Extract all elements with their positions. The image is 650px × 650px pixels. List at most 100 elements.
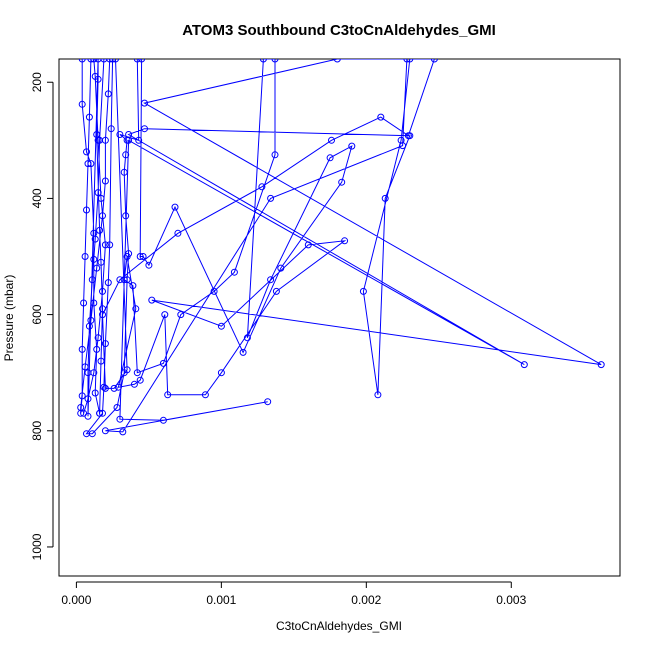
data-point	[101, 177, 109, 185]
data-point	[99, 409, 106, 417]
data-point	[116, 415, 124, 423]
data-point	[139, 253, 147, 260]
x-axis-label: C3toCnAldehydes_GMI	[276, 619, 402, 633]
data-point	[96, 136, 104, 144]
data-point	[93, 345, 101, 353]
data-point	[159, 416, 167, 424]
data-point	[99, 287, 106, 295]
data-point	[333, 59, 341, 63]
y-tick-label: 600	[30, 304, 44, 324]
data-point	[123, 366, 131, 374]
data-point	[81, 253, 89, 260]
data-point	[116, 131, 124, 138]
data-point	[97, 194, 105, 202]
data-point	[104, 279, 112, 287]
data-point	[243, 334, 251, 342]
data-point	[114, 383, 122, 391]
data-point	[91, 389, 99, 397]
data-point	[106, 59, 114, 63]
chart-title: ATOM3 Southbound C3toCnAldehydes_GMI	[182, 22, 496, 39]
data-point	[136, 253, 144, 260]
y-tick-label: 400	[30, 188, 44, 208]
data-point	[84, 395, 92, 403]
data-point	[122, 151, 130, 159]
data-point	[125, 131, 133, 138]
data-point	[277, 264, 285, 272]
data-point	[328, 136, 335, 144]
data-point	[230, 268, 238, 276]
y-tick-label: 1000	[30, 533, 44, 560]
data-point	[109, 59, 117, 63]
data-point	[96, 409, 104, 417]
data-point	[133, 369, 141, 377]
data-point	[217, 322, 225, 330]
data-point	[141, 99, 148, 107]
data-point	[90, 299, 98, 307]
data-point	[106, 241, 114, 249]
data-point	[174, 229, 182, 237]
data-point	[123, 253, 131, 260]
data-point	[132, 305, 140, 313]
data-point	[164, 391, 172, 399]
data-point	[78, 59, 86, 63]
y-axis-label: Pressure (mbar)	[2, 275, 16, 362]
x-tick-label: 0.000	[61, 593, 91, 607]
data-point	[99, 311, 106, 319]
data-point	[78, 345, 86, 353]
data-point	[78, 392, 86, 400]
data-point	[145, 261, 153, 269]
data-point	[90, 59, 98, 63]
data-point	[101, 427, 109, 435]
data-point	[94, 334, 102, 342]
data-point	[326, 154, 334, 162]
data-point	[91, 235, 99, 243]
data-point	[171, 203, 179, 211]
data-point	[100, 59, 108, 63]
data-point	[129, 282, 137, 290]
data-point	[138, 59, 146, 63]
data-point	[99, 212, 106, 220]
data-point	[201, 391, 209, 399]
y-tick-label: 200	[30, 72, 44, 92]
data-point	[94, 75, 102, 83]
data-point	[397, 136, 405, 144]
data-point	[271, 151, 279, 159]
data-point	[94, 189, 102, 197]
data-point	[101, 241, 109, 249]
data-point	[258, 183, 266, 191]
data-point	[341, 237, 349, 245]
data-point	[81, 363, 89, 371]
data-point	[338, 178, 346, 186]
data-point	[88, 276, 96, 284]
data-point	[122, 212, 130, 220]
data-point	[130, 380, 138, 388]
y-tick-label: 800	[30, 420, 44, 440]
data-point	[148, 296, 156, 304]
data-point	[84, 412, 92, 420]
plot-area	[77, 59, 605, 438]
data-point	[113, 404, 121, 411]
data-point	[88, 430, 96, 438]
data-point	[404, 132, 412, 140]
data-point	[112, 59, 119, 63]
data-point	[78, 100, 86, 108]
data-point	[159, 359, 167, 367]
data-point	[80, 299, 88, 307]
data-point	[597, 361, 605, 369]
data-point	[90, 255, 98, 263]
data-point	[239, 348, 247, 356]
data-point	[267, 276, 275, 284]
data-point	[304, 241, 312, 249]
data-point	[101, 384, 109, 392]
data-point	[136, 376, 144, 384]
data-point	[141, 125, 148, 133]
data-point	[406, 59, 414, 63]
data-point	[381, 194, 389, 202]
data-point	[377, 113, 385, 121]
data-point	[161, 311, 169, 319]
data-point	[348, 142, 356, 150]
data-point	[93, 131, 101, 138]
data-point	[87, 160, 95, 168]
data-point	[259, 59, 267, 63]
data-point	[104, 90, 112, 98]
